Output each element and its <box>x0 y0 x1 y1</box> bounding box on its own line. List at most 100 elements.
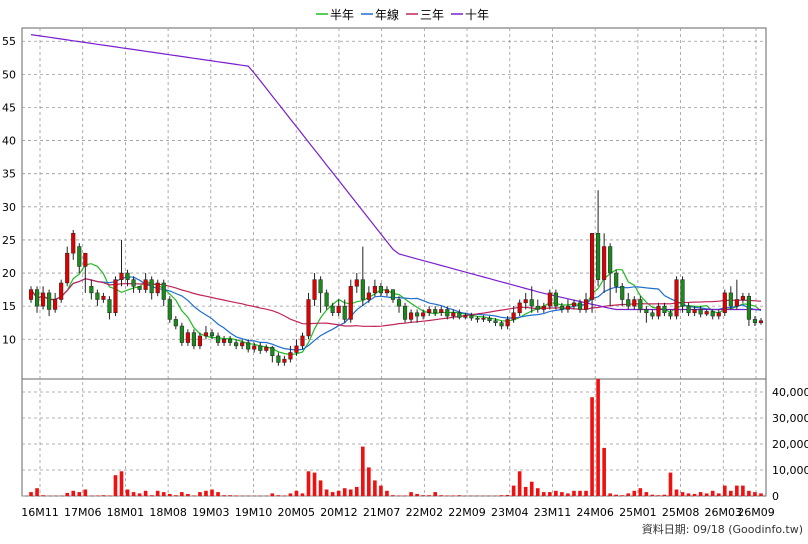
candle-body <box>536 306 540 309</box>
volume-tick-label: 10,000 <box>772 464 808 477</box>
volume-bar <box>705 493 709 496</box>
volume-bar <box>458 495 462 496</box>
candle-body <box>651 313 655 316</box>
volume-bar <box>741 486 745 496</box>
volume-bar <box>439 495 443 496</box>
candle-body <box>554 293 558 306</box>
volume-bar <box>29 492 33 496</box>
volume-bars <box>29 379 763 496</box>
volume-bar <box>711 491 715 496</box>
candle-body <box>560 306 564 309</box>
candle-body <box>295 346 299 353</box>
volume-bar <box>277 495 281 496</box>
legend: 半年年線三年十年 <box>316 7 489 22</box>
volume-bar <box>361 447 365 496</box>
volume-bar <box>596 379 600 496</box>
volume-tick-label: 20,000 <box>772 438 808 451</box>
volume-grid <box>22 379 766 496</box>
volume-bar <box>385 491 389 496</box>
volume-bar <box>669 473 673 496</box>
candle-body <box>614 273 618 286</box>
price-tick-label: 10 <box>2 333 16 346</box>
volume-bar <box>560 492 564 496</box>
candle-body <box>228 339 232 342</box>
ma-line <box>31 35 761 310</box>
candle-body <box>277 356 281 363</box>
candle-body <box>53 300 57 310</box>
candle-body <box>681 280 685 306</box>
volume-bar <box>620 495 624 496</box>
volume-bar <box>126 490 130 497</box>
candle-body <box>216 336 220 343</box>
candle-body <box>409 313 413 320</box>
volume-bar <box>313 473 317 496</box>
volume-bar <box>96 495 100 496</box>
volume-bar <box>228 495 232 496</box>
candle-body <box>337 306 341 313</box>
candle-body <box>168 300 172 320</box>
candle-body <box>264 347 268 350</box>
candle-body <box>252 346 256 349</box>
volume-bar <box>421 495 425 496</box>
candle-body <box>391 290 395 300</box>
candle-body <box>596 233 600 279</box>
x-tick-label: 25M08 <box>662 506 700 519</box>
candle-body <box>77 247 81 267</box>
candle-body <box>102 296 106 299</box>
volume-bar <box>651 495 655 496</box>
candle-body <box>325 293 329 306</box>
volume-bar <box>663 495 667 496</box>
x-tick-label: 24M06 <box>576 506 614 519</box>
candle-body <box>657 306 661 316</box>
volume-tick-label: 0 <box>772 490 779 503</box>
candle-body <box>572 303 576 306</box>
price-tick-label: 20 <box>2 267 16 280</box>
x-tick-label: 18M08 <box>149 506 187 519</box>
candle-body <box>108 300 112 313</box>
volume-bar <box>71 491 75 496</box>
candle-body <box>639 300 643 310</box>
candle-body <box>144 280 148 290</box>
volume-bar <box>337 491 341 496</box>
volume-bar <box>759 493 763 496</box>
candle-body <box>494 321 498 323</box>
candle-body <box>693 309 697 312</box>
volume-bar <box>753 492 757 496</box>
volume-bar <box>186 494 190 496</box>
volume-bar <box>747 491 751 496</box>
volume-bar <box>120 471 124 496</box>
volume-bar <box>373 480 377 496</box>
candle-body <box>476 318 480 319</box>
volume-bar <box>735 486 739 496</box>
candle-body <box>747 296 751 319</box>
candle-body <box>723 293 727 313</box>
candle-body <box>741 296 745 299</box>
candle-body <box>271 347 275 356</box>
legend-label: 十年 <box>465 8 489 22</box>
candle-body <box>59 283 63 300</box>
candle-body <box>518 303 522 313</box>
legend-label: 半年 <box>330 8 354 22</box>
candle-body <box>590 233 594 299</box>
price-tick-label: 55 <box>2 35 16 48</box>
candle-body <box>71 233 75 253</box>
price-tick-label: 15 <box>2 300 16 313</box>
candle-body <box>548 293 552 306</box>
moving-average-lines <box>31 35 761 355</box>
x-tick-label: 23M04 <box>491 506 529 519</box>
volume-bar <box>409 492 413 496</box>
x-tick-label: 17M06 <box>64 506 102 519</box>
candle-body <box>729 293 733 306</box>
volume-bar <box>699 492 703 496</box>
candle-body <box>663 306 667 313</box>
volume-bar <box>639 488 643 496</box>
volume-tick-label: 30,000 <box>772 412 808 425</box>
candle-body <box>458 313 462 318</box>
volume-bar <box>180 492 184 496</box>
volume-bar <box>144 491 148 496</box>
candle-body <box>403 306 407 319</box>
candle-body <box>126 273 130 280</box>
volume-bar <box>198 492 202 496</box>
